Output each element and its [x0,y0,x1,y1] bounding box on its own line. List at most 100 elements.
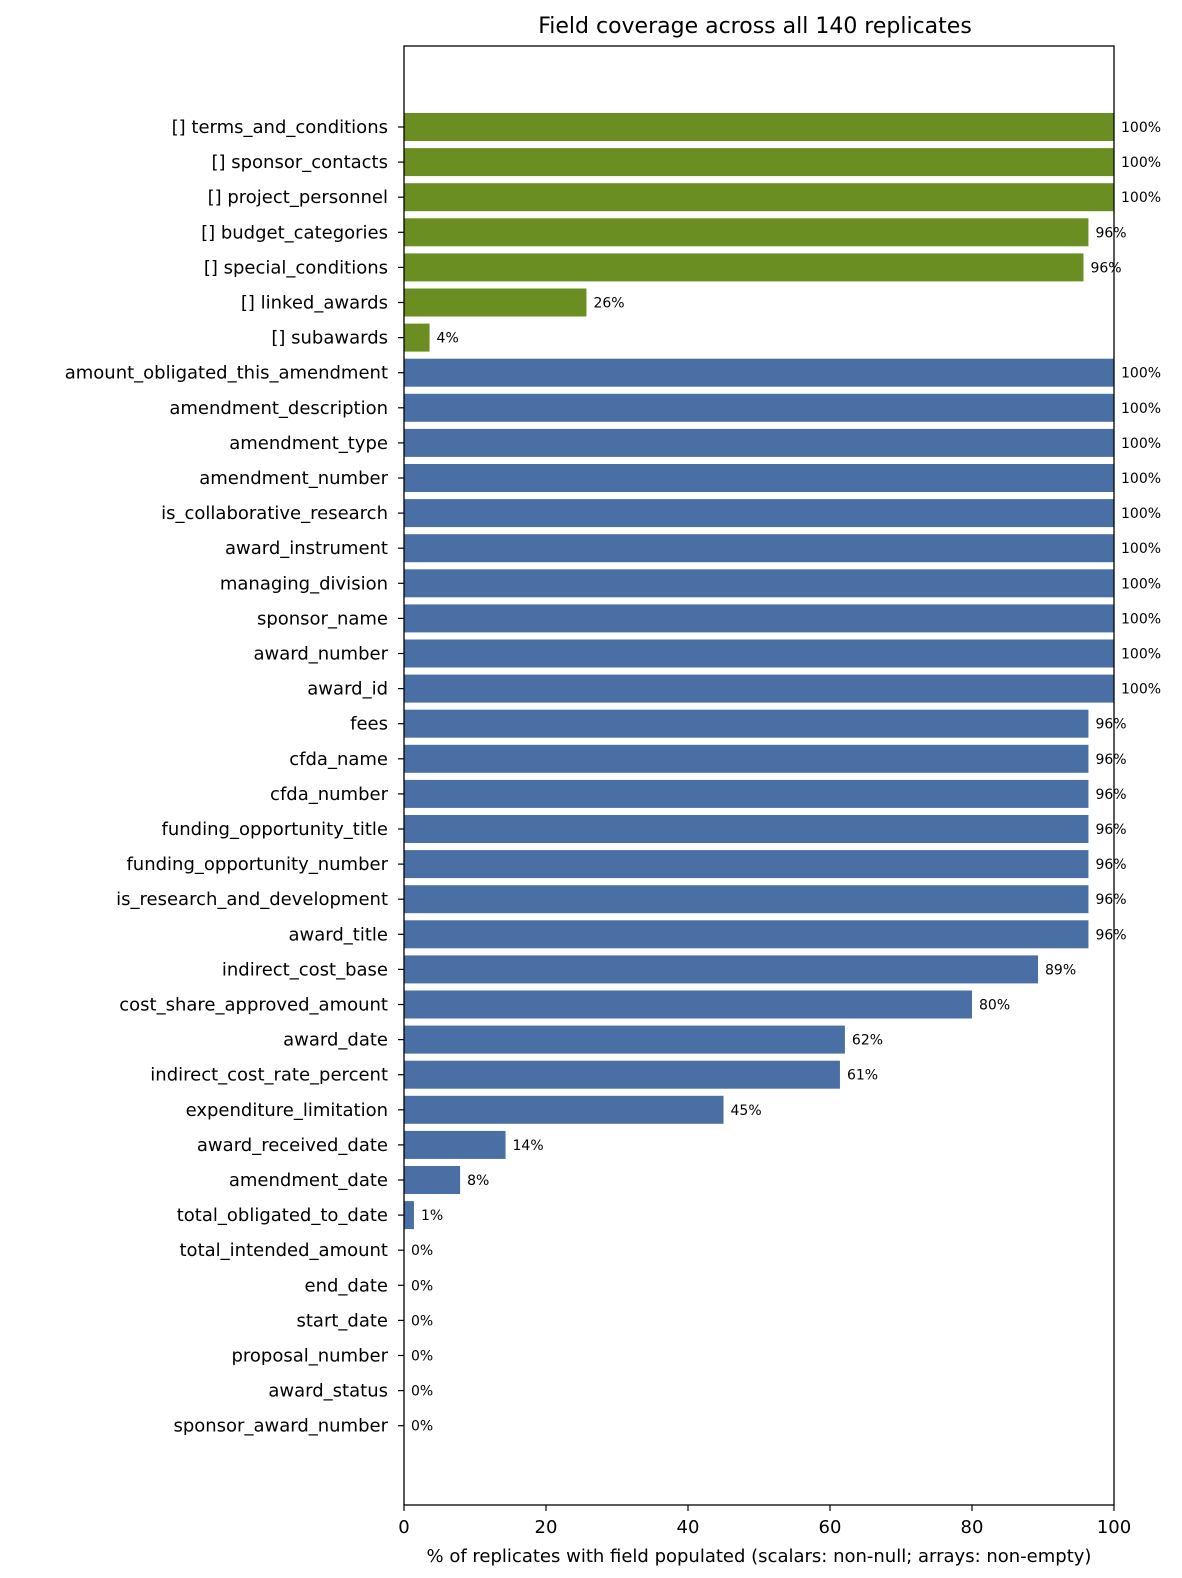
bar-amendment-description [404,393,1114,422]
data-label-total-intended-amount: 0% [411,1243,433,1259]
data-label-array-budget-categories: 96% [1095,225,1126,241]
bar-is-research-and-development [404,885,1089,914]
bar-array-budget-categories [404,218,1089,247]
category-label-fees: fees [350,714,388,735]
data-label-amendment-type: 100% [1121,436,1161,452]
data-label-award-received-date: 14% [513,1138,544,1154]
data-label-award-instrument: 100% [1121,541,1161,557]
category-label-award-id: award_id [307,679,388,700]
category-label-funding-opportunity-number: funding_opportunity_number [126,854,388,875]
bar-award-received-date [404,1130,506,1159]
data-label-is-collaborative-research: 100% [1121,506,1161,522]
bar-funding-opportunity-number [404,850,1089,879]
x-tick-label-100: 100 [1097,1517,1131,1538]
data-label-award-title: 96% [1095,927,1126,943]
data-label-fees: 96% [1095,717,1126,733]
data-labels: 100% 100% 100% 96% 96% 26% 4% 100% 100% 100% 100% 1… [411,120,1161,1435]
x-tick-label-40: 40 [677,1517,700,1538]
category-label-total-intended-amount: total_intended_amount [180,1240,389,1261]
bar-managing-division [404,569,1114,598]
category-label-is-collaborative-research: is_collaborative_research [161,503,388,524]
data-label-managing-division: 100% [1121,576,1161,592]
data-label-funding-opportunity-number: 96% [1095,857,1126,873]
data-label-sponsor-award-number: 0% [411,1419,433,1435]
data-label-array-subawards: 4% [437,331,459,347]
bar-amendment-type [404,428,1114,457]
data-label-array-sponsor-contacts: 100% [1121,155,1161,171]
bar-cfda-number [404,779,1089,808]
data-label-award-status: 0% [411,1384,433,1400]
category-label-array-terms-and-conditions: [] terms_and_conditions [172,117,388,138]
category-label-amendment-date: amendment_date [229,1170,388,1191]
category-label-award-number: award_number [253,644,388,665]
category-label-amendment-number: amendment_number [199,468,388,489]
x-axis: 0 20 40 60 80 100 [398,1505,1131,1538]
data-label-cfda-name: 96% [1095,752,1126,768]
category-label-is-research-and-development: is_research_and_development [116,889,388,910]
category-labels: [] terms_and_conditions [] sponsor_contac… [65,117,404,1437]
category-label-indirect-cost-base: indirect_cost_base [222,959,388,980]
bar-cfda-name [404,744,1089,773]
category-label-funding-opportunity-title: funding_opportunity_title [162,819,388,840]
category-label-managing-division: managing_division [220,573,388,594]
bar-award-id [404,674,1114,703]
bar-amendment-number [404,464,1114,492]
data-label-award-date: 62% [852,1033,883,1049]
category-label-indirect-cost-rate-percent: indirect_cost_rate_percent [150,1065,388,1086]
bar-award-title [404,920,1089,949]
data-label-cfda-number: 96% [1095,787,1126,803]
category-label-award-instrument: award_instrument [225,538,388,559]
bar-amount-obligated-this-amendment [404,358,1114,387]
bar-array-project-personnel [404,183,1114,212]
category-label-array-subawards: [] subawards [271,328,388,349]
category-label-cost-share-approved-amount: cost_share_approved_amount [119,995,388,1016]
data-label-cost-share-approved-amount: 80% [979,998,1010,1014]
data-label-array-project-personnel: 100% [1121,190,1161,206]
data-label-funding-opportunity-title: 96% [1095,822,1126,838]
bar-is-collaborative-research [404,499,1114,528]
data-label-award-id: 100% [1121,682,1161,698]
bar-amendment-date [404,1166,461,1194]
category-label-array-linked-awards: [] linked_awards [241,293,388,314]
x-tick-label-20: 20 [535,1517,558,1538]
category-label-cfda-number: cfda_number [270,784,389,805]
data-label-is-research-and-development: 96% [1095,892,1126,908]
category-label-array-special-conditions: [] special_conditions [204,257,388,278]
bars-layer [404,113,1114,1230]
category-label-total-obligated-to-date: total_obligated_to_date [177,1205,388,1226]
bar-total-obligated-to-date [404,1201,414,1230]
bar-expenditure-limitation [404,1095,724,1124]
data-label-array-linked-awards: 26% [593,296,624,312]
data-label-proposal-number: 0% [411,1349,433,1365]
category-label-award-title: award_title [289,924,388,945]
category-label-array-sponsor-contacts: [] sponsor_contacts [211,152,388,173]
data-label-amount-obligated-this-amendment: 100% [1121,366,1161,382]
bar-sponsor-name [404,604,1114,633]
category-label-array-budget-categories: [] budget_categories [201,222,388,243]
bar-award-number [404,639,1114,668]
data-label-award-number: 100% [1121,647,1161,663]
plot-frame [403,45,1115,1506]
bar-array-terms-and-conditions [404,113,1114,141]
bar-array-special-conditions [404,253,1084,282]
chart-title: Field coverage across all 140 replicates [538,14,972,39]
data-label-amendment-number: 100% [1121,471,1161,487]
data-label-array-terms-and-conditions: 100% [1121,120,1161,136]
x-tick-label-80: 80 [961,1517,984,1538]
data-label-indirect-cost-rate-percent: 61% [847,1068,878,1084]
bar-indirect-cost-rate-percent [404,1060,840,1089]
x-axis-label: % of replicates with field populated (sc… [427,1546,1092,1567]
category-label-array-project-personnel: [] project_personnel [208,187,388,208]
category-label-end-date: end_date [305,1275,389,1296]
category-label-award-received-date: award_received_date [197,1135,388,1156]
x-tick-label-60: 60 [819,1517,842,1538]
bar-fees [404,709,1089,738]
bar-array-linked-awards [404,288,587,317]
data-label-expenditure-limitation: 45% [731,1103,762,1119]
data-label-sponsor-name: 100% [1121,611,1161,627]
bar-array-sponsor-contacts [404,148,1114,177]
category-label-award-date: award_date [283,1030,388,1051]
category-label-start-date: start_date [296,1310,388,1331]
